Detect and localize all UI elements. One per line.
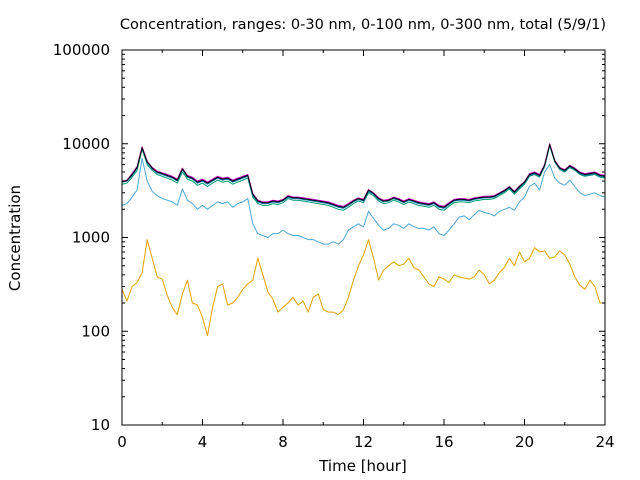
x-tick-label: 20 <box>515 433 534 451</box>
chart-title: Concentration, ranges: 0-30 nm, 0-100 nm… <box>120 17 606 33</box>
x-axis-title: Time [hour] <box>318 457 407 475</box>
y-tick-label: 100000 <box>53 41 110 59</box>
x-tick-label: 8 <box>278 433 288 451</box>
series-line-2 <box>121 157 606 245</box>
x-tick-label: 24 <box>595 433 614 451</box>
series-line-6 <box>121 143 606 208</box>
y-tick-label: 100 <box>81 322 110 340</box>
y-axis-title: Concentration <box>6 185 24 291</box>
plot-frame <box>121 49 606 426</box>
y-tick-label: 10000 <box>62 135 110 153</box>
series-line-3 <box>121 145 606 211</box>
series-layer <box>121 143 606 336</box>
ticks-layer: 0 4 8 12 16 20 24 10 100 1000 10000 100000 <box>53 41 615 451</box>
x-tick-label: 12 <box>354 433 373 451</box>
y-tick-label: 10 <box>91 416 110 434</box>
y-tick-label: 1000 <box>72 229 110 247</box>
x-tick-label: 16 <box>434 433 453 451</box>
x-tick-label: 4 <box>198 433 208 451</box>
series-line-1 <box>121 239 605 336</box>
x-tick-label: 0 <box>117 433 127 451</box>
series-line-4 <box>121 144 606 209</box>
